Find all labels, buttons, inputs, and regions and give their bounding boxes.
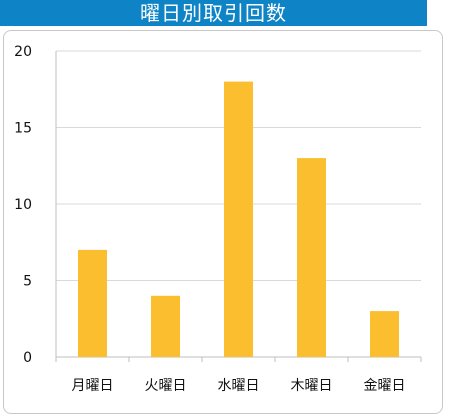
bar-木曜日 — [297, 158, 326, 357]
x-tick-label: 火曜日 — [145, 378, 187, 394]
y-tick-label: 10 — [14, 197, 32, 213]
y-tick-label: 5 — [23, 274, 32, 290]
bar-火曜日 — [151, 295, 180, 357]
x-tick-label: 水曜日 — [218, 378, 260, 394]
chart-frame — [3, 30, 443, 414]
y-tick-label: 0 — [23, 350, 32, 366]
chart-title: 曜日別取引回数 — [0, 0, 427, 26]
x-tick-label: 金曜日 — [364, 378, 406, 394]
x-tick-label: 月曜日 — [72, 378, 114, 394]
bar-月曜日 — [78, 249, 107, 357]
y-tick-label: 20 — [14, 44, 32, 60]
bar-水曜日 — [224, 81, 253, 357]
y-tick-label: 15 — [14, 121, 32, 137]
bar-金曜日 — [370, 311, 399, 357]
x-tick-label: 木曜日 — [291, 378, 333, 394]
